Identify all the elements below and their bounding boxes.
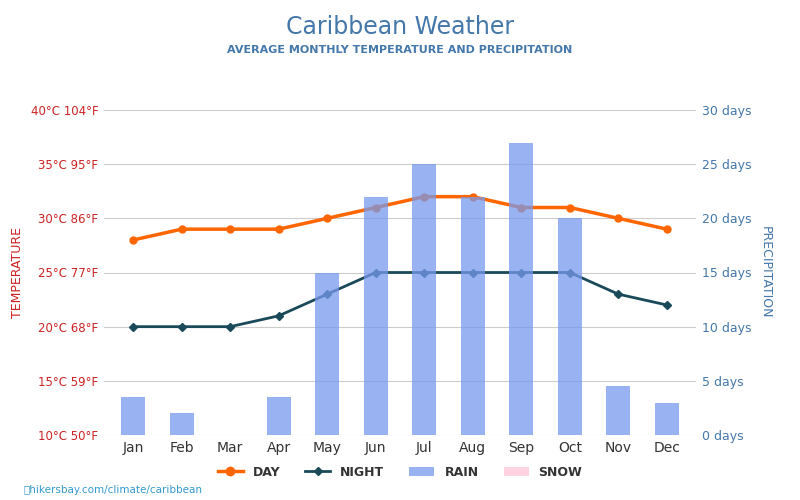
- NIGHT: [274, 313, 283, 319]
- DAY: [226, 226, 235, 232]
- NIGHT: [419, 270, 429, 276]
- Legend: DAY, NIGHT, RAIN, SNOW: DAY, NIGHT, RAIN, SNOW: [213, 461, 587, 484]
- DAY: [274, 226, 283, 232]
- NIGHT: [177, 324, 186, 330]
- DAY: [128, 237, 138, 243]
- NIGHT: [322, 291, 332, 297]
- Y-axis label: PRECIPITATION: PRECIPITATION: [759, 226, 772, 319]
- NIGHT: [662, 302, 672, 308]
- Bar: [558, 218, 582, 435]
- DAY: [468, 194, 478, 200]
- DAY: [177, 226, 186, 232]
- Bar: [509, 142, 534, 435]
- NIGHT: [614, 291, 623, 297]
- DAY: [322, 216, 332, 222]
- NIGHT: [226, 324, 235, 330]
- NIGHT: [468, 270, 478, 276]
- Text: AVERAGE MONTHLY TEMPERATURE AND PRECIPITATION: AVERAGE MONTHLY TEMPERATURE AND PRECIPIT…: [227, 45, 573, 55]
- DAY: [662, 226, 672, 232]
- Text: 📍hikersbay.com/climate/caribbean: 📍hikersbay.com/climate/caribbean: [24, 485, 203, 495]
- Bar: [606, 386, 630, 435]
- DAY: [517, 204, 526, 210]
- Bar: [654, 402, 679, 435]
- NIGHT: [517, 270, 526, 276]
- DAY: [371, 204, 381, 210]
- Y-axis label: TEMPERATURE: TEMPERATURE: [11, 227, 24, 318]
- Bar: [461, 196, 485, 435]
- Bar: [266, 397, 291, 435]
- NIGHT: [371, 270, 381, 276]
- DAY: [614, 216, 623, 222]
- Line: NIGHT: NIGHT: [130, 270, 670, 330]
- Bar: [412, 164, 436, 435]
- Text: Caribbean Weather: Caribbean Weather: [286, 15, 514, 39]
- DAY: [565, 204, 574, 210]
- NIGHT: [565, 270, 574, 276]
- DAY: [419, 194, 429, 200]
- Line: DAY: DAY: [130, 193, 670, 244]
- NIGHT: [128, 324, 138, 330]
- Bar: [364, 196, 388, 435]
- Bar: [121, 397, 146, 435]
- Bar: [315, 272, 339, 435]
- Bar: [170, 414, 194, 435]
